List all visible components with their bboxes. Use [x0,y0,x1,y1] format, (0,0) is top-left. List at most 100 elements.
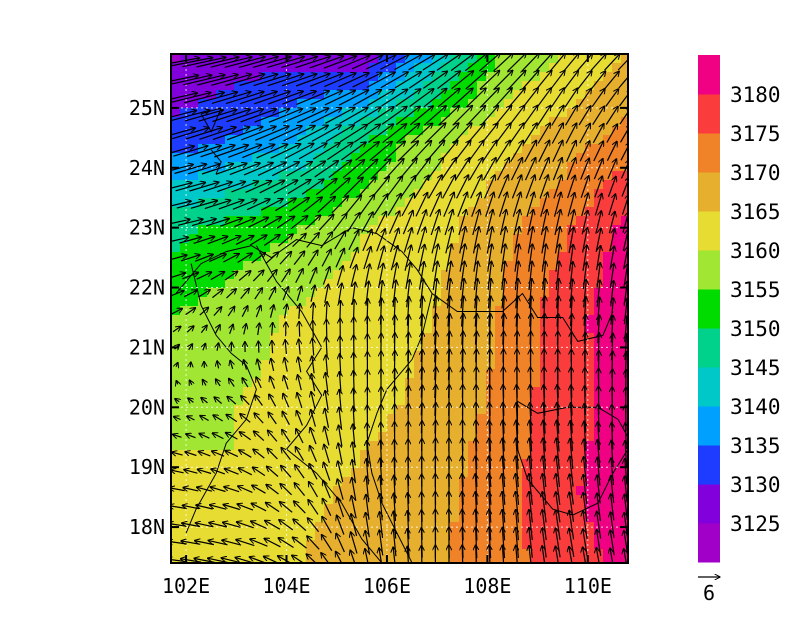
field-cell [225,504,235,514]
field-cell [360,360,370,370]
field-cell [612,270,622,280]
wind-vector [473,244,479,272]
field-cell [189,81,199,91]
wind-vector [325,390,328,411]
field-cell [423,558,433,563]
field-cell [351,504,361,514]
wind-vector [571,403,573,434]
field-cell [432,117,442,127]
wind-vector [580,158,590,180]
field-cell [414,270,424,280]
field-cell [477,180,487,190]
field-cell [459,108,469,118]
field-cell [369,396,379,406]
field-cell [396,252,406,262]
wind-vector [619,107,628,125]
field-cell [513,369,523,379]
field-cell [531,90,541,100]
field-cell [315,189,325,199]
field-cell [297,414,307,424]
field-cell [414,99,424,109]
field-cell [396,99,406,109]
field-cell [522,558,532,563]
field-cell [441,342,451,352]
field-cell [198,207,208,217]
field-cell [207,423,217,433]
field-cell [405,369,415,379]
field-cell [504,414,514,424]
field-cell [441,423,451,433]
field-cell [459,99,469,109]
field-cell [243,153,253,163]
wind-vector [595,211,602,234]
wind-vector [226,289,237,299]
field-cell [252,441,262,451]
field-cell [351,405,361,415]
field-cell [558,504,568,514]
field-cell [225,279,235,289]
field-cell [252,81,262,91]
field-cell [279,216,289,226]
field-cell [585,108,595,118]
wind-vector [606,124,618,143]
field-cell [612,297,622,307]
wind-vector [472,227,479,254]
field-cell [333,342,343,352]
field-cell [450,297,460,307]
field-cell [306,432,316,442]
wind-vector [571,296,573,327]
field-cell [441,351,451,361]
wind-vector [286,162,312,177]
field-cell [603,405,613,415]
wind-vector [446,279,451,309]
field-cell [513,378,523,388]
field-cell [225,261,235,271]
field-cell [495,333,505,343]
field-cell [522,198,532,208]
field-cell [396,558,406,563]
field-cell [495,90,505,100]
field-cell [576,126,586,136]
field-cell [603,360,613,370]
wind-vector [272,162,299,177]
wind-vector [363,247,371,270]
field-cell [189,387,199,397]
field-cell [423,531,433,541]
field-cell [369,117,379,127]
field-cell [387,414,397,424]
field-cell [441,405,451,415]
field-cell [171,423,181,433]
field-cell [279,486,289,496]
wind-vector [502,491,505,523]
wind-vector [448,331,449,363]
field-cell [621,288,628,298]
wind-vector [212,289,223,299]
field-cell [396,405,406,415]
field-cell [234,324,244,334]
field-cell [531,324,541,334]
field-cell [306,342,316,352]
field-cell [603,72,613,82]
field-cell [603,261,613,271]
wind-vector [569,510,575,540]
field-cell [585,450,595,460]
field-cell [261,387,271,397]
field-cell [549,279,559,289]
field-cell [495,207,505,217]
field-cell [576,153,586,163]
field-cell [306,207,316,217]
field-cell [369,450,379,460]
wind-vector [576,54,592,72]
wind-vector [366,90,394,107]
wind-vector [231,181,258,193]
field-cell [450,90,460,100]
field-cell [558,486,568,496]
field-cell [234,207,244,217]
field-cell [306,396,316,406]
field-cell [207,135,217,145]
field-cell [180,405,190,415]
field-cell [576,198,586,208]
wind-vector [557,385,558,416]
field-cell [207,189,217,199]
field-cell [279,297,289,307]
